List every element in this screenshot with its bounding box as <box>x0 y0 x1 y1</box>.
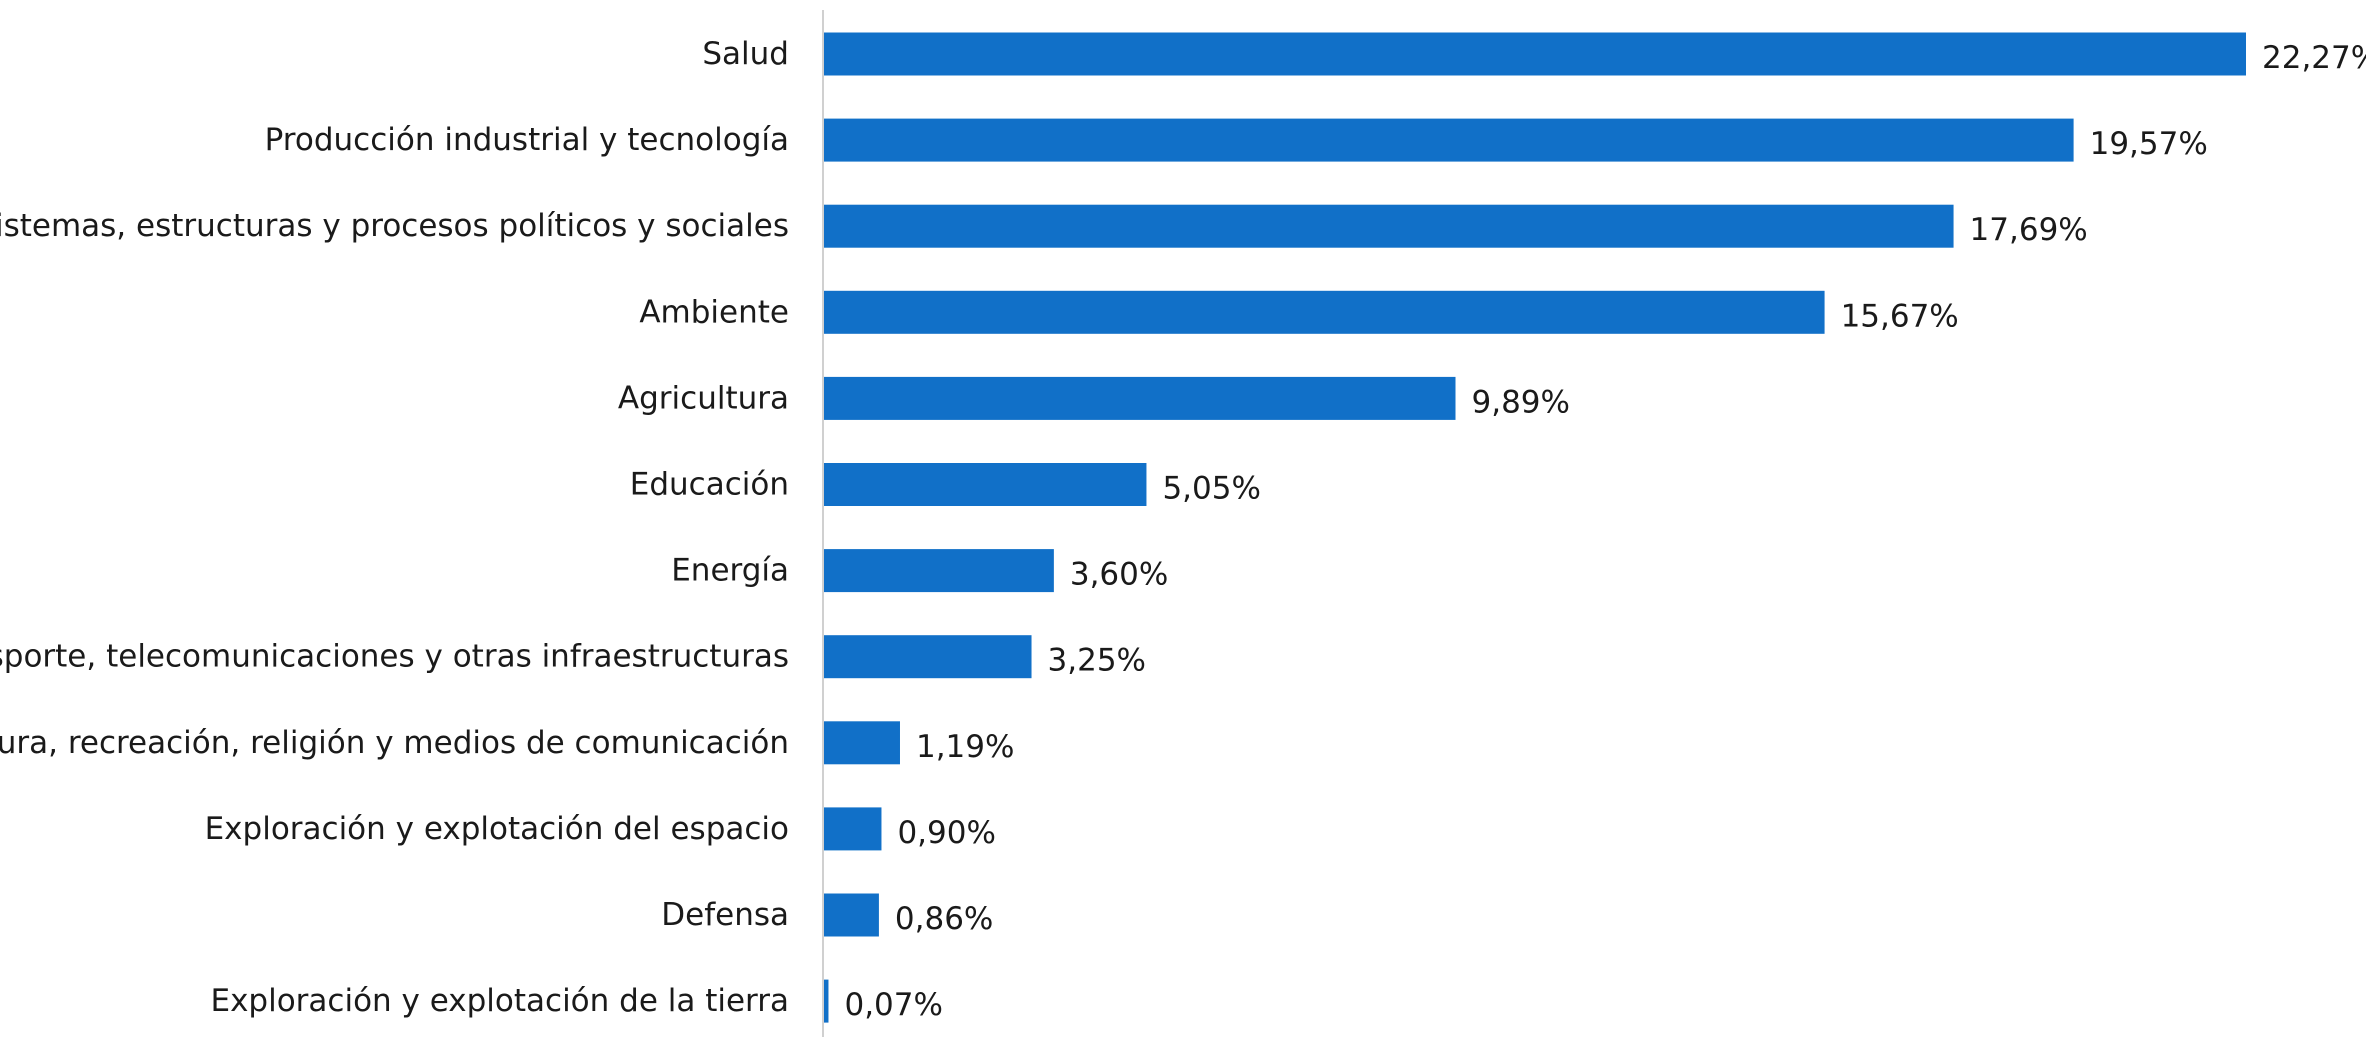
bar-3 <box>824 290 1825 334</box>
category-labels: Salud Producción industrial y tecnología S… <box>0 36 789 1019</box>
value-label-2: 17,69% <box>1970 212 2088 248</box>
value-labels: 22,27% 19,57% 17,69% 15,67% 9,89% 5,05% 3,60% 3… <box>844 40 2366 1023</box>
bar-8 <box>824 721 900 765</box>
bar-5 <box>824 463 1147 506</box>
bar-10 <box>824 893 879 937</box>
category-label-2: Sistemas, estructuras y procesos polític… <box>0 208 789 244</box>
category-label-3: Ambiente <box>639 294 789 330</box>
bar-1 <box>824 118 2074 162</box>
bar-2 <box>824 204 1954 248</box>
value-label-11: 0,07% <box>844 987 942 1023</box>
category-label-11: Exploración y explotación de la tierra <box>210 983 789 1019</box>
value-label-5: 5,05% <box>1162 471 1260 507</box>
value-label-4: 9,89% <box>1472 384 1570 420</box>
value-label-6: 3,60% <box>1070 557 1168 593</box>
category-label-8: Cultura, recreación, religión y medios d… <box>0 725 789 761</box>
category-label-5: Educación <box>630 467 789 503</box>
value-label-7: 3,25% <box>1048 643 1146 679</box>
category-label-10: Defensa <box>661 897 789 933</box>
category-label-4: Agricultura <box>618 380 789 416</box>
value-label-10: 0,86% <box>895 901 993 937</box>
bar-0 <box>824 32 2246 76</box>
category-label-0: Salud <box>702 36 789 72</box>
bars-layer <box>824 32 2246 1023</box>
category-label-9: Exploración y explotación del espacio <box>205 811 789 847</box>
value-label-0: 22,27% <box>2262 40 2366 76</box>
value-label-8: 1,19% <box>916 729 1014 765</box>
value-label-3: 15,67% <box>1841 298 1959 334</box>
category-label-6: Energía <box>671 553 789 589</box>
category-label-1: Producción industrial y tecnología <box>265 122 789 158</box>
bar-6 <box>824 549 1054 593</box>
value-label-1: 19,57% <box>2090 126 2208 162</box>
value-label-9: 0,90% <box>897 815 995 851</box>
bar-11 <box>824 979 829 1023</box>
category-label-7: Transporte, telecomunicaciones y otras i… <box>0 639 789 675</box>
bar-4 <box>824 376 1456 420</box>
bar-9 <box>824 807 882 851</box>
bar-7 <box>824 635 1032 679</box>
